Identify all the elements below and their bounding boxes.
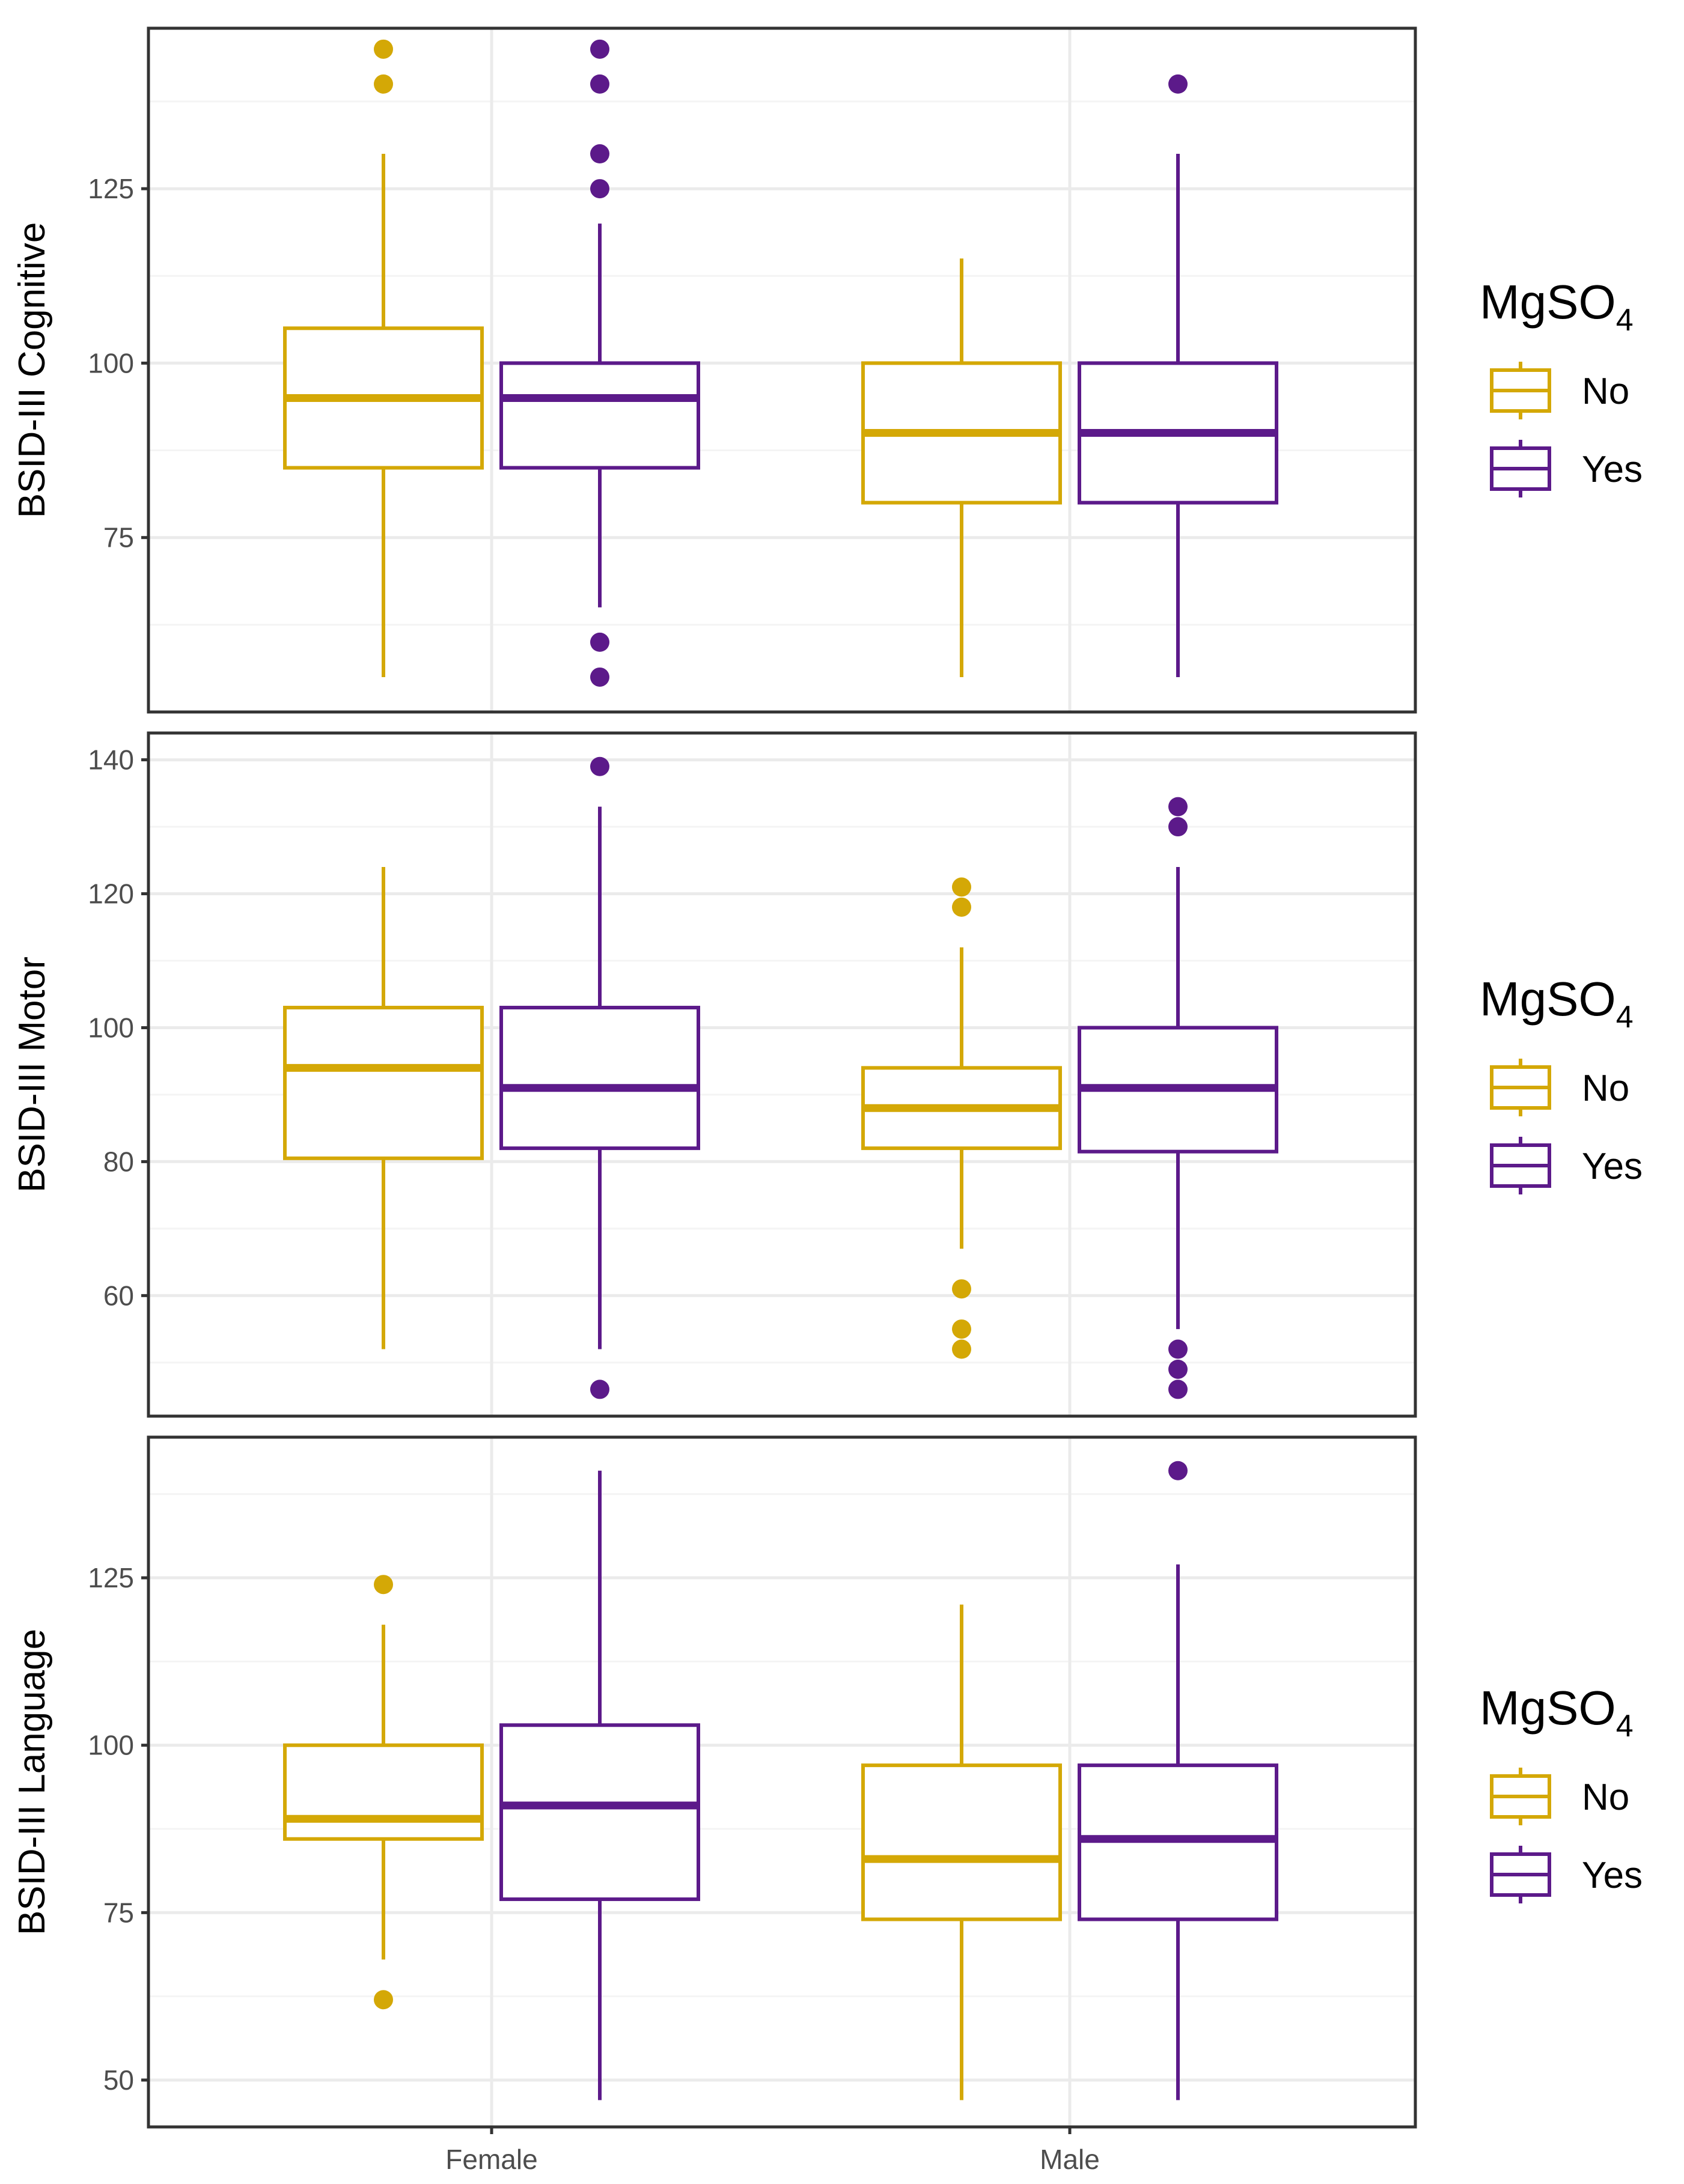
x-tick-label: Female bbox=[445, 2144, 537, 2175]
legend-label-yes: Yes bbox=[1582, 1146, 1643, 1187]
y-tick-label: 100 bbox=[88, 347, 134, 379]
outlier-point bbox=[590, 39, 609, 59]
box-iqr bbox=[861, 1763, 1062, 1921]
outlier-point bbox=[952, 897, 971, 917]
y-tick-label: 75 bbox=[103, 522, 134, 553]
legend-label-yes: Yes bbox=[1582, 449, 1643, 490]
y-tick-label: 140 bbox=[88, 744, 134, 776]
outlier-point bbox=[952, 877, 971, 897]
panel-1: 75 100 125 BSID-III Cognitive bbox=[11, 26, 1417, 714]
outlier-point bbox=[1168, 797, 1188, 817]
boxplot-yes-female bbox=[499, 39, 700, 687]
boxplot-no-male bbox=[861, 258, 1062, 677]
box-iqr bbox=[499, 1006, 700, 1151]
legend-3: MgSO4 No Yes bbox=[1480, 1681, 1643, 1903]
legend-title: MgSO4 bbox=[1480, 972, 1634, 1035]
outlier-point bbox=[952, 1279, 971, 1299]
outlier-point bbox=[590, 667, 609, 687]
legend-key-yes bbox=[1490, 440, 1551, 497]
y-tick-label: 120 bbox=[88, 878, 134, 910]
legend-key-no bbox=[1490, 362, 1551, 419]
boxplot-no-female bbox=[283, 39, 484, 677]
legend-title: MgSO4 bbox=[1480, 1681, 1634, 1744]
boxplot-yes-female bbox=[499, 1470, 700, 2100]
outlier-point bbox=[1168, 74, 1188, 94]
panel-2: 60 80 100 120 140 BSID-III Motor bbox=[11, 731, 1417, 1418]
legend-label-no: No bbox=[1582, 371, 1629, 412]
boxplot-yes-male bbox=[1078, 74, 1278, 677]
outlier-point bbox=[1168, 1339, 1188, 1359]
y-tick-label: 125 bbox=[88, 1562, 134, 1593]
outlier-point bbox=[1168, 1359, 1188, 1379]
panel-border bbox=[147, 26, 1417, 714]
y-tick-label: 100 bbox=[88, 1012, 134, 1043]
boxplot-yes-male bbox=[1078, 1461, 1278, 2100]
y-tick-label: 100 bbox=[88, 1730, 134, 1761]
outlier-point bbox=[590, 144, 609, 164]
outlier-point bbox=[374, 1990, 393, 2010]
panel-border bbox=[147, 731, 1417, 1418]
outlier-point bbox=[374, 74, 393, 94]
legend-key-no bbox=[1490, 1768, 1551, 1825]
outlier-point bbox=[590, 756, 609, 776]
legend-title-subscript: 4 bbox=[1616, 303, 1634, 338]
boxplot-no-male bbox=[861, 877, 1062, 1359]
y-tick-label: 80 bbox=[103, 1146, 134, 1177]
legend-key-yes bbox=[1490, 1137, 1551, 1194]
x-tick-label: Male bbox=[1040, 2144, 1100, 2175]
boxplot-yes-female bbox=[499, 756, 700, 1399]
outlier-point bbox=[1168, 1461, 1188, 1480]
boxplot-no-male bbox=[861, 1604, 1062, 2100]
boxplot-yes-male bbox=[1078, 797, 1278, 1399]
y-axis-title: BSID-III Language bbox=[11, 1629, 53, 1935]
box-iqr bbox=[499, 361, 700, 470]
outlier-point bbox=[590, 632, 609, 652]
y-axis-title: BSID-III Motor bbox=[11, 957, 53, 1193]
legend-2: MgSO4 No Yes bbox=[1480, 972, 1643, 1194]
outlier-point bbox=[1168, 1379, 1188, 1399]
box-iqr bbox=[499, 1723, 700, 1902]
outlier-point bbox=[952, 1339, 971, 1359]
legend-key-yes bbox=[1490, 1846, 1551, 1903]
legend-key-no bbox=[1490, 1059, 1551, 1116]
outlier-point bbox=[374, 1575, 393, 1595]
y-tick-label: 75 bbox=[103, 1897, 134, 1928]
legend-label-no: No bbox=[1582, 1777, 1629, 1818]
legend-title: MgSO4 bbox=[1480, 275, 1634, 338]
legend-title-subscript: 4 bbox=[1616, 1000, 1634, 1035]
outlier-point bbox=[590, 179, 609, 199]
panel-3: 50 75 100 125 BSID-III Language Female Male bbox=[11, 1435, 1417, 2175]
box-iqr bbox=[283, 1006, 484, 1160]
y-tick-label: 125 bbox=[88, 173, 134, 204]
legend-label-no: No bbox=[1582, 1068, 1629, 1109]
outlier-point bbox=[1168, 817, 1188, 837]
y-axis-title: BSID-III Cognitive bbox=[11, 222, 53, 519]
y-tick-label: 50 bbox=[103, 2064, 134, 2096]
outlier-point bbox=[590, 1379, 609, 1399]
legend-1: MgSO4 No Yes bbox=[1480, 275, 1643, 497]
legend-label-yes: Yes bbox=[1582, 1855, 1643, 1896]
panel-border bbox=[147, 1435, 1417, 2129]
boxplot-no-female bbox=[283, 1575, 484, 2010]
boxplot-no-female bbox=[283, 866, 484, 1349]
box-iqr bbox=[283, 1743, 484, 1841]
outlier-point bbox=[590, 74, 609, 94]
y-tick-label: 60 bbox=[103, 1280, 134, 1311]
outlier-point bbox=[374, 39, 393, 59]
outlier-point bbox=[952, 1319, 971, 1339]
legend-title-subscript: 4 bbox=[1616, 1709, 1634, 1744]
